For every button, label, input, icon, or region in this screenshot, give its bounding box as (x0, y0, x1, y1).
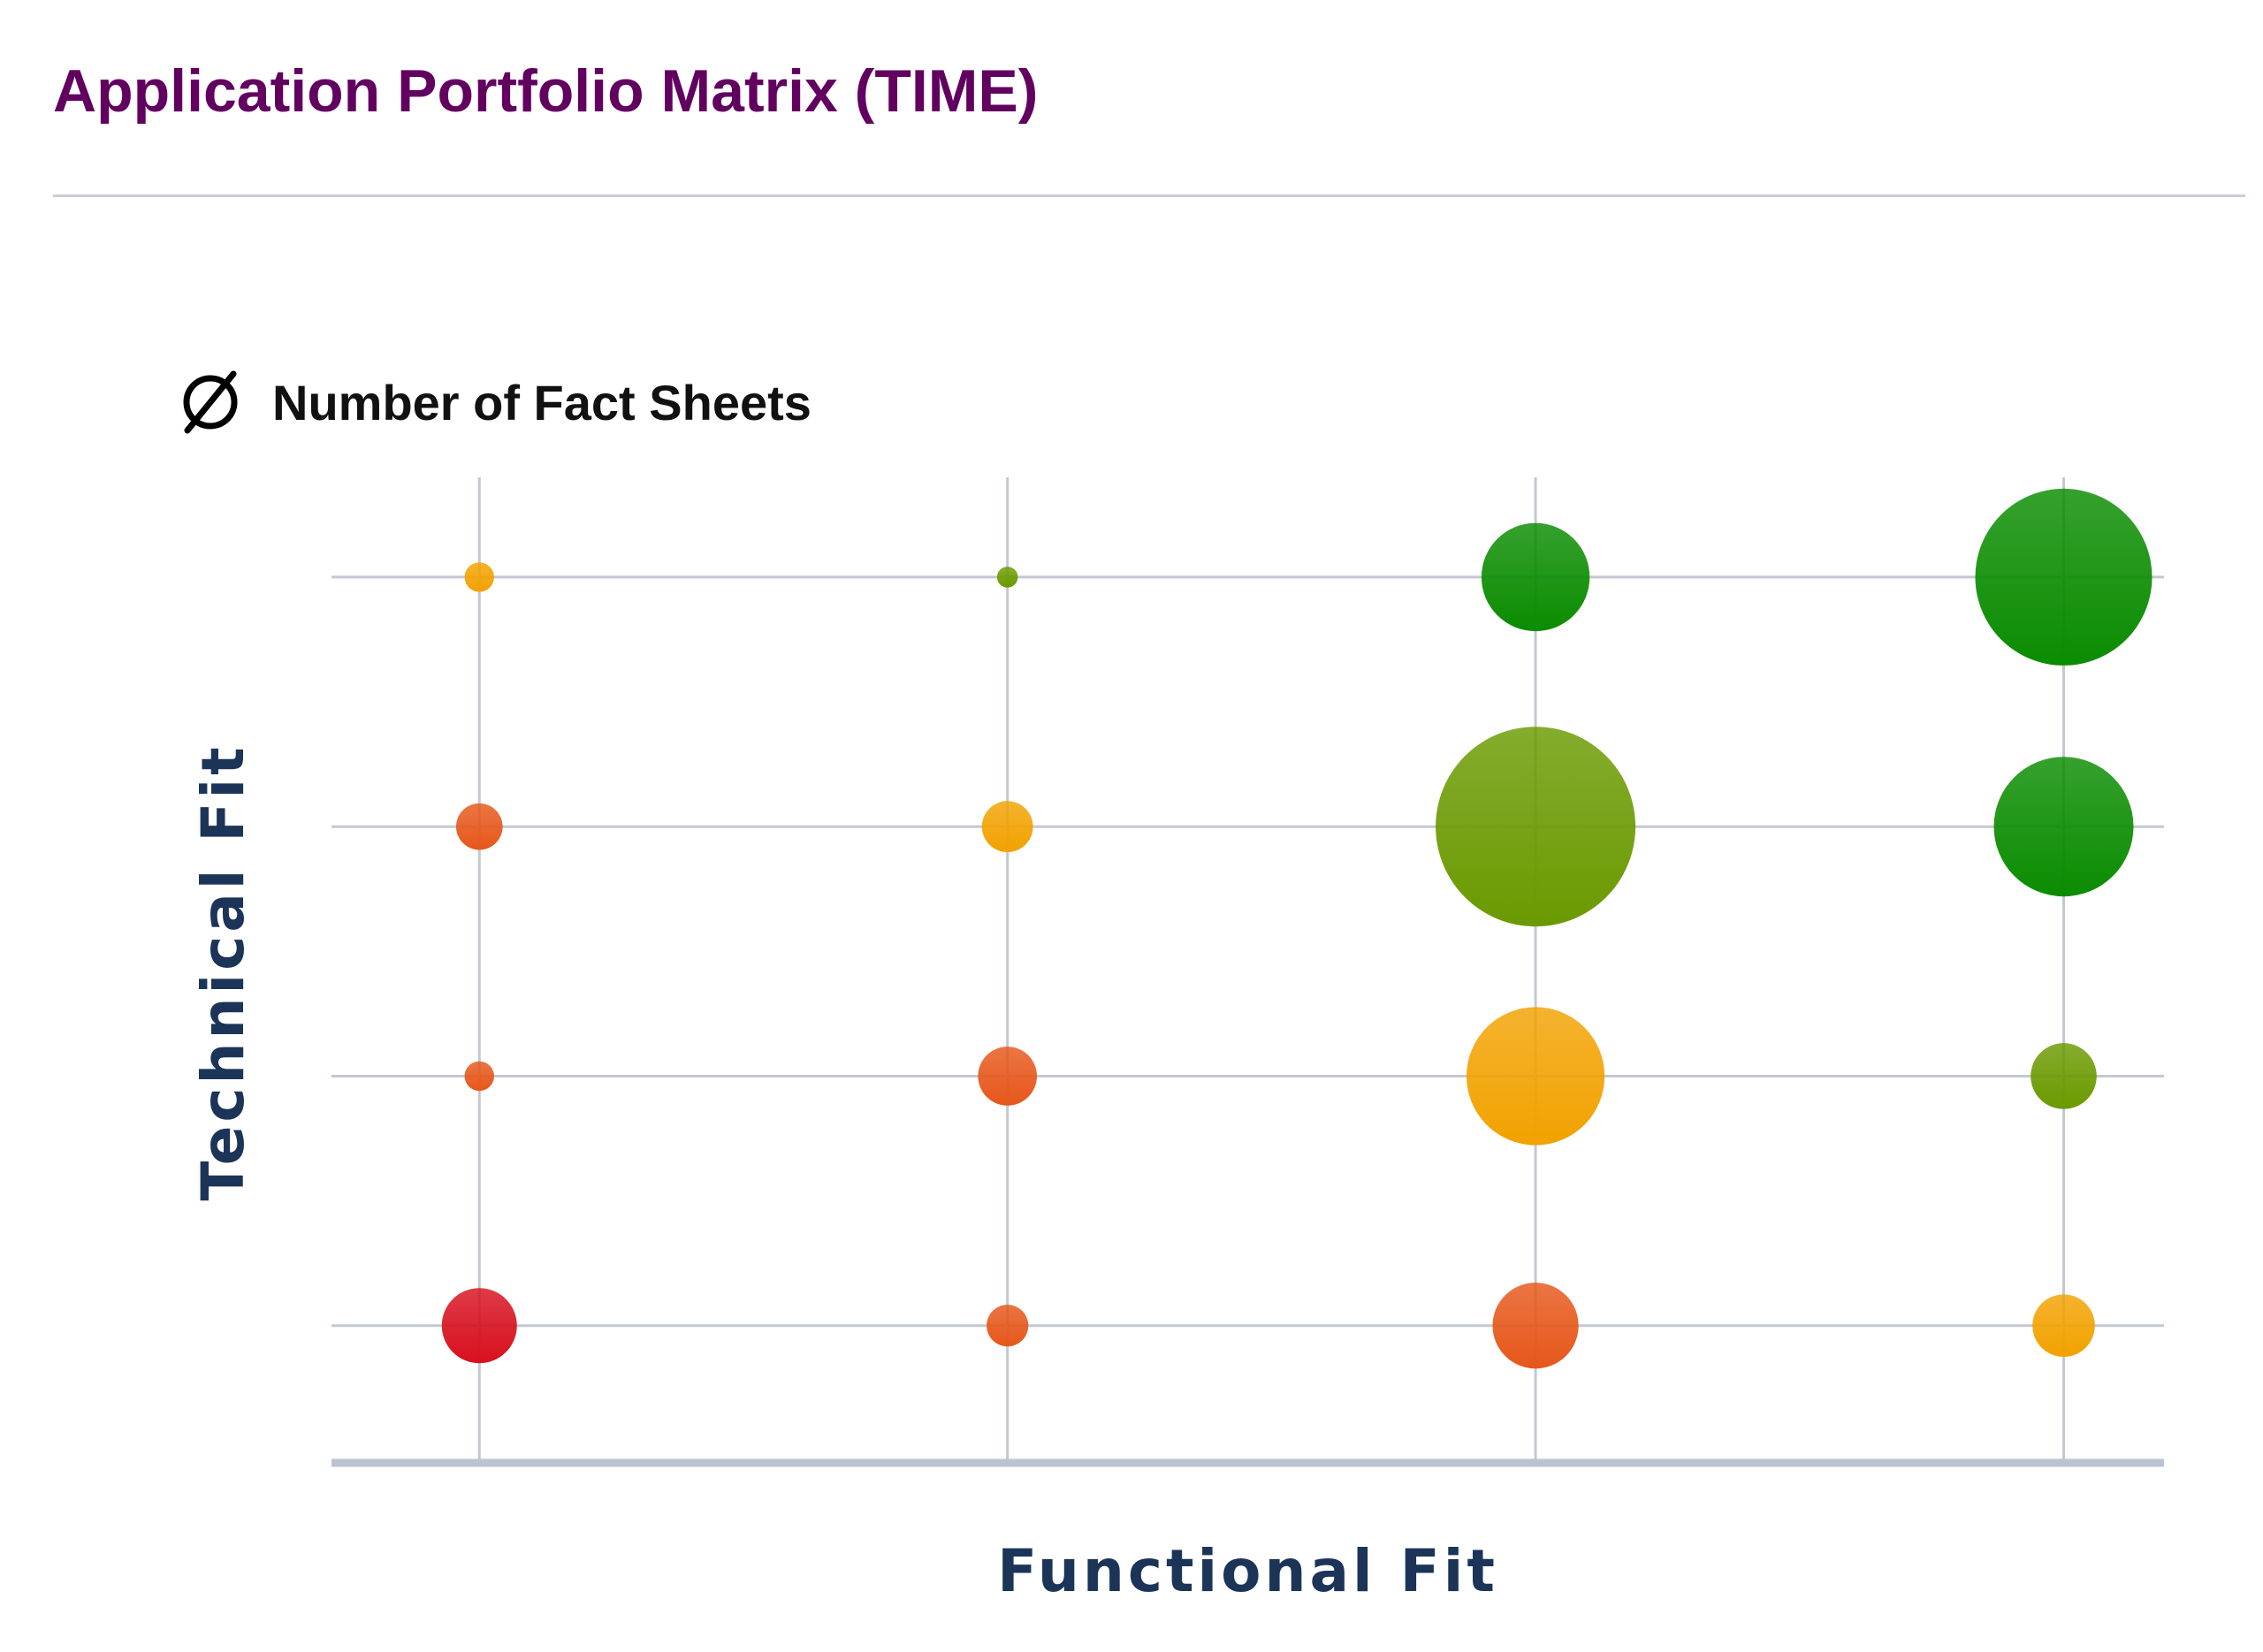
bubble[interactable] (2032, 1294, 2095, 1358)
x-axis-title: Functional Fit (997, 1537, 1498, 1605)
grid (331, 477, 2164, 1463)
bubbles (441, 488, 2153, 1369)
bubble[interactable] (1993, 757, 2134, 897)
bubble[interactable] (455, 803, 503, 850)
empty-set-icon (183, 370, 238, 434)
page-title: Application Portfolio Matrix (TIME) (53, 57, 1039, 125)
bubble[interactable] (978, 1047, 1037, 1106)
bubble[interactable] (1481, 522, 1590, 632)
bubble[interactable] (987, 1305, 1029, 1347)
bubble[interactable] (996, 567, 1018, 588)
chart-legend: Number of Fact Sheets (177, 362, 811, 442)
y-axis-title: Technical Fit (189, 743, 257, 1200)
bubble[interactable] (1436, 727, 1636, 927)
bubble[interactable] (441, 1288, 517, 1364)
title-divider (53, 194, 2245, 197)
bubble[interactable] (2031, 1043, 2097, 1109)
bubble[interactable] (464, 562, 494, 592)
bubble[interactable] (464, 1061, 494, 1092)
legend-label: Number of Fact Sheets (272, 374, 811, 430)
bubble[interactable] (1466, 1007, 1605, 1146)
bubble[interactable] (1492, 1283, 1579, 1369)
bubble[interactable] (1975, 488, 2153, 666)
bubble[interactable] (981, 801, 1033, 853)
